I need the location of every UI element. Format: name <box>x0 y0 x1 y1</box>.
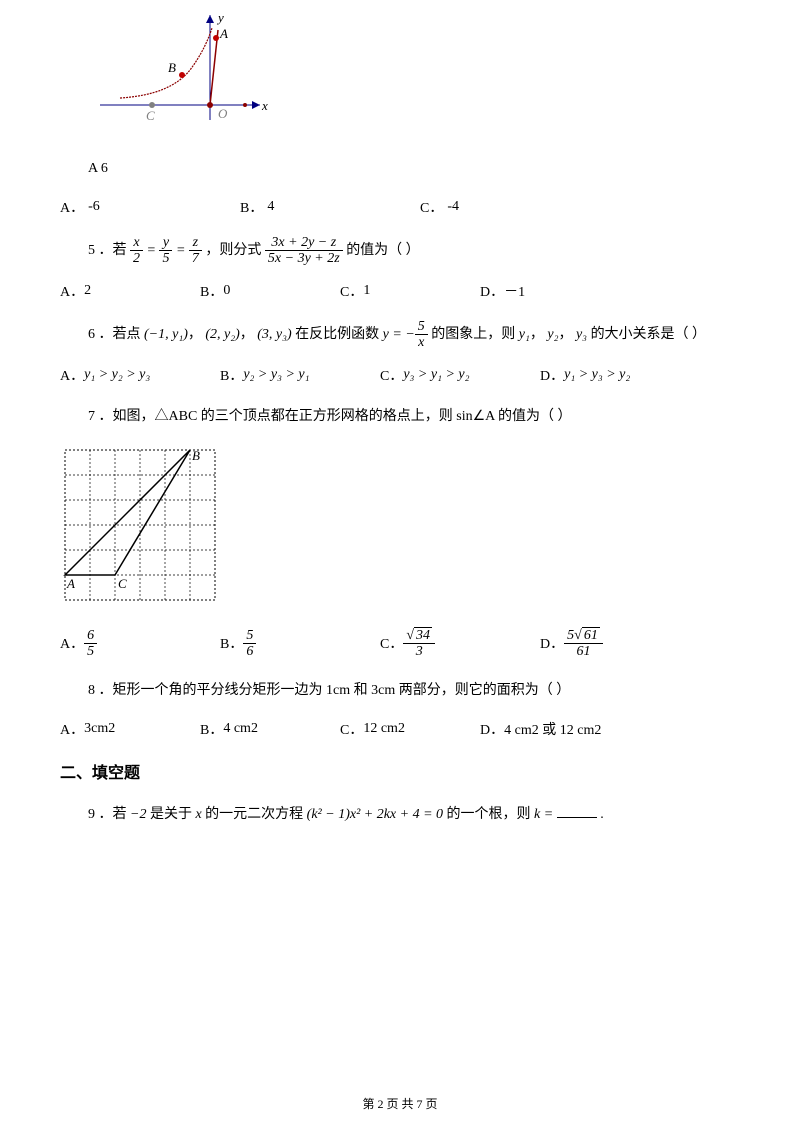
q5-opt-b: B．0 <box>200 281 340 301</box>
q7-text: 7 ．如图，△ABC 的三个顶点都在正方形网格的格点上，则 sin∠A 的值为（… <box>60 403 740 431</box>
q6-opt-a: A．y₁ > y₂ > y₃ <box>60 365 220 385</box>
q6-opt-c: C．y₃ > y₁ > y₂ <box>380 365 540 385</box>
q8-opt-d: D．4 cm2 或 12 cm2 <box>480 719 680 739</box>
svg-text:B: B <box>192 448 200 463</box>
q6-opt-d: D．y₁ > y₃ > y₂ <box>540 365 700 385</box>
svg-text:B: B <box>168 60 176 75</box>
q5-options: A．2 B．0 C．1 D．－1 <box>60 281 740 301</box>
page-footer: 第 2 页 共 7 页 <box>0 1095 800 1112</box>
svg-text:A: A <box>66 576 75 591</box>
q7-options: A． 65 B． 56 C． √343 D． 5√6161 <box>60 628 740 660</box>
frac-5x: 5x <box>415 319 428 351</box>
q5: 5 ．若 x 2 = y 5 = z 7 ，则分式 3x + 2y − z 5x… <box>60 235 740 301</box>
q8-opt-b: B．4 cm2 <box>200 719 340 739</box>
frac-x2: x 2 <box>130 235 143 267</box>
q9: 9 ．若 −2 是关于 x 的一元二次方程 (k² − 1)x² + 2kx +… <box>60 801 740 829</box>
q4-options: A． -6 B． 4 C． -4 <box>60 197 740 217</box>
section-2-title: 二、填空题 <box>60 759 740 783</box>
q7-opt-c: C． √343 <box>380 628 540 660</box>
frac-y5: y 5 <box>159 235 172 267</box>
q6-text: 6 ．若点 (−1, y₁)， (2, y₂)， (3, y₃) 在反比例函数 … <box>60 319 740 351</box>
q6-opt-b: B．y₂ > y₃ > y₁ <box>220 365 380 385</box>
q7-opt-b: B． 56 <box>220 628 380 660</box>
blank-fill <box>557 804 597 818</box>
q8-text: 8 ．矩形一个角的平分线分矩形一边为 1cm 和 3cm 两部分，则它的面积为（… <box>60 677 740 705</box>
q7-opt-d: D． 5√6161 <box>540 628 700 660</box>
svg-text:O: O <box>218 106 228 121</box>
graph-coordinate: O x y A B C <box>90 10 740 135</box>
svg-text:C: C <box>146 108 155 123</box>
q8: 8 ．矩形一个角的平分线分矩形一边为 1cm 和 3cm 两部分，则它的面积为（… <box>60 677 740 739</box>
q4-opt-a: A． -6 <box>60 197 240 217</box>
svg-text:C: C <box>118 576 127 591</box>
q5-text: 5 ．若 x 2 = y 5 = z 7 ，则分式 3x + 2y − z 5x… <box>60 235 740 267</box>
q5-opt-c: C．1 <box>340 281 480 301</box>
q4-opt-c: C． -4 <box>420 197 600 217</box>
svg-text:y: y <box>216 10 224 25</box>
q4-line: A 6 <box>60 155 740 183</box>
q7-opt-a: A． 65 <box>60 628 220 660</box>
q8-opt-a: A．3cm2 <box>60 719 200 739</box>
q5-opt-d: D．－1 <box>480 281 620 301</box>
q8-opt-c: C．12 cm2 <box>340 719 480 739</box>
q6-options: A．y₁ > y₂ > y₃ B．y₂ > y₃ > y₁ C．y₃ > y₁ … <box>60 365 740 385</box>
q8-options: A．3cm2 B．4 cm2 C．12 cm2 D．4 cm2 或 12 cm2 <box>60 719 740 739</box>
coordinate-graph-svg: O x y A B C <box>90 10 270 130</box>
q9-text: 9 ．若 −2 是关于 x 的一元二次方程 (k² − 1)x² + 2kx +… <box>60 801 740 829</box>
big-frac: 3x + 2y − z 5x − 3y + 2z <box>265 235 343 267</box>
grid-svg: A B C <box>60 445 220 605</box>
q6: 6 ．若点 (−1, y₁)， (2, y₂)， (3, y₃) 在反比例函数 … <box>60 319 740 385</box>
q7: 7 ．如图，△ABC 的三个顶点都在正方形网格的格点上，则 sin∠A 的值为（… <box>60 403 740 660</box>
q7-grid: A B C <box>60 445 740 610</box>
frac-z7: z 7 <box>189 235 202 267</box>
svg-text:x: x <box>261 98 268 113</box>
svg-text:A: A <box>219 26 228 41</box>
q5-opt-a: A．2 <box>60 281 200 301</box>
q4-opt-b: B． 4 <box>240 197 420 217</box>
q4-remnant: A 6 A． -6 B． 4 C． -4 <box>60 155 740 217</box>
